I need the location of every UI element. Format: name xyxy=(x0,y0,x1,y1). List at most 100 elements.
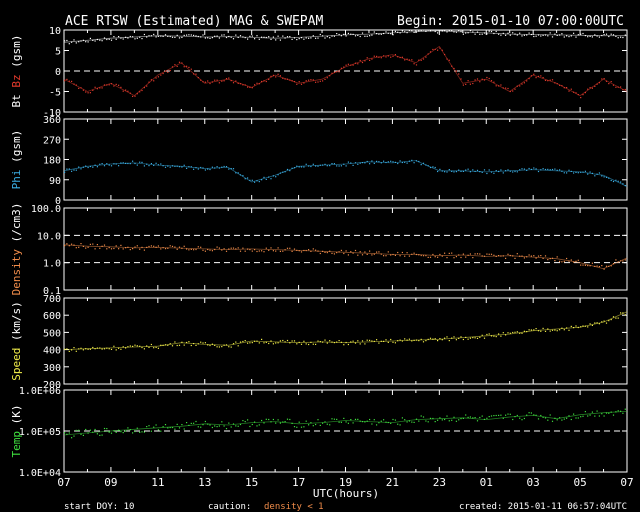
data-point xyxy=(197,246,199,248)
data-point xyxy=(561,261,563,263)
data-point xyxy=(204,169,206,171)
y-tick-label: 1.0 xyxy=(43,259,61,270)
data-point xyxy=(150,343,152,346)
data-point xyxy=(319,252,321,255)
data-point xyxy=(300,426,303,428)
data-point xyxy=(467,416,469,418)
data-point xyxy=(92,346,94,349)
data-point xyxy=(146,345,148,347)
data-point xyxy=(223,344,225,346)
data-point xyxy=(87,246,89,248)
data-point xyxy=(336,252,338,254)
data-point xyxy=(146,85,148,87)
data-point xyxy=(225,344,228,346)
data-point xyxy=(82,166,84,168)
data-point xyxy=(544,34,547,36)
data-point xyxy=(516,331,518,333)
data-point xyxy=(418,59,420,61)
data-point xyxy=(350,419,352,421)
data-point xyxy=(347,422,349,424)
data-point xyxy=(451,30,453,32)
data-point xyxy=(448,252,450,254)
data-point xyxy=(364,60,366,62)
data-point xyxy=(89,243,91,245)
data-point xyxy=(352,33,354,35)
data-point xyxy=(239,174,242,176)
data-point xyxy=(312,79,314,81)
data-point xyxy=(188,166,190,168)
data-point xyxy=(197,35,199,38)
data-point xyxy=(418,340,420,342)
y-tick-label: 5 xyxy=(55,47,61,58)
data-point xyxy=(209,424,211,426)
data-point xyxy=(181,341,183,343)
data-point xyxy=(500,169,502,171)
data-point xyxy=(228,168,230,170)
data-point xyxy=(340,341,342,343)
data-point xyxy=(157,76,159,78)
data-point xyxy=(352,164,354,166)
data-point xyxy=(422,58,425,60)
data-point xyxy=(216,246,218,248)
data-point xyxy=(490,30,493,33)
data-point xyxy=(432,166,434,168)
data-point xyxy=(479,33,481,35)
data-point xyxy=(617,86,619,88)
data-point xyxy=(502,32,504,34)
data-point xyxy=(343,66,345,68)
data-point xyxy=(125,162,127,164)
data-point xyxy=(120,162,122,164)
data-point xyxy=(275,39,277,41)
data-point xyxy=(418,254,420,256)
data-point xyxy=(446,257,448,259)
data-point xyxy=(608,177,610,179)
data-point xyxy=(157,429,159,431)
data-point xyxy=(458,169,460,171)
data-point xyxy=(608,83,610,85)
data-point xyxy=(235,172,237,174)
data-point xyxy=(479,171,481,173)
data-point xyxy=(272,343,274,345)
data-point xyxy=(422,162,425,164)
data-point xyxy=(415,339,418,341)
data-point xyxy=(427,29,429,31)
data-point xyxy=(542,327,544,329)
data-point xyxy=(624,314,626,316)
data-point xyxy=(397,251,399,254)
data-point xyxy=(376,55,378,57)
data-point xyxy=(371,254,373,256)
y-tick-label: -5 xyxy=(49,88,61,99)
data-point xyxy=(82,245,84,247)
data-point xyxy=(357,34,359,36)
data-point xyxy=(437,256,439,258)
data-point xyxy=(533,329,535,331)
data-point xyxy=(317,165,319,167)
data-point xyxy=(549,258,551,260)
data-point xyxy=(317,340,319,342)
data-point xyxy=(364,421,366,423)
data-point xyxy=(303,426,305,428)
data-point xyxy=(120,431,122,433)
data-point xyxy=(521,255,523,257)
series-speed xyxy=(63,311,628,352)
data-point xyxy=(542,168,544,170)
data-point xyxy=(85,165,87,167)
data-point xyxy=(125,89,127,91)
data-point xyxy=(89,165,91,168)
data-point xyxy=(225,166,228,168)
data-point xyxy=(591,87,593,89)
data-point xyxy=(547,259,549,261)
data-point xyxy=(296,39,298,41)
data-point xyxy=(493,32,495,35)
data-point xyxy=(148,425,150,427)
data-point xyxy=(265,418,267,420)
data-point xyxy=(544,417,547,419)
data-point xyxy=(324,78,326,80)
data-point xyxy=(122,432,124,434)
data-point xyxy=(103,37,106,39)
x-tick-label: 03 xyxy=(527,476,540,489)
data-point xyxy=(336,71,338,73)
data-point xyxy=(573,32,575,34)
data-point xyxy=(268,78,270,80)
data-point xyxy=(575,417,577,419)
